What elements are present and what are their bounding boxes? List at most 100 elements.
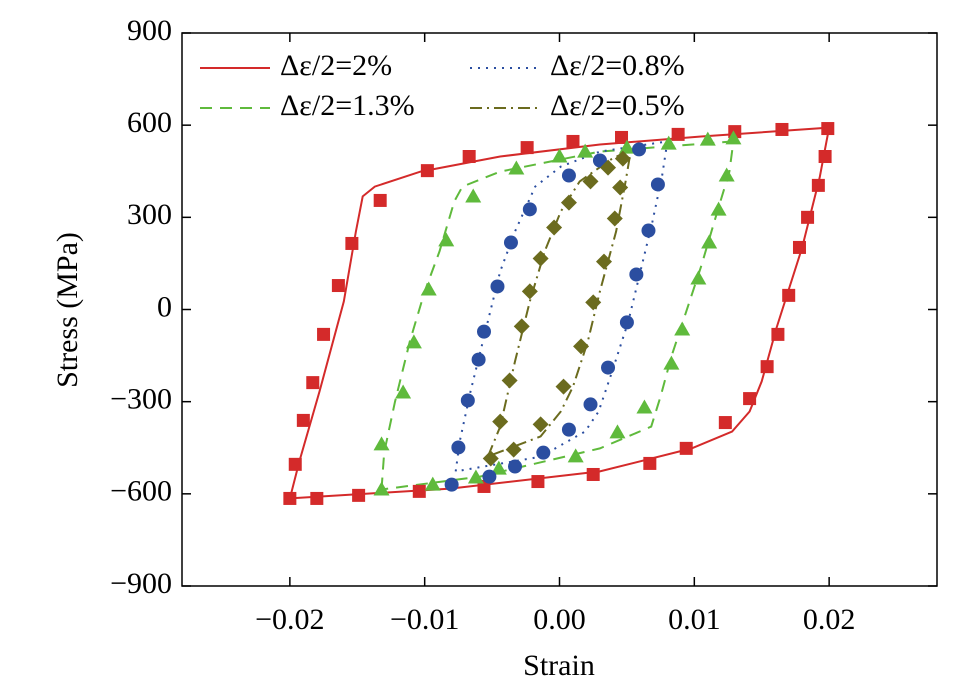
marker: [743, 392, 757, 406]
marker: [811, 178, 825, 192]
marker: [821, 122, 835, 136]
marker: [438, 232, 455, 247]
series-line: [380, 140, 735, 491]
marker: [632, 142, 647, 157]
marker: [771, 327, 785, 341]
marker: [424, 476, 441, 491]
marker: [609, 424, 626, 439]
y-tick-label: 600: [127, 106, 172, 139]
marker: [775, 122, 789, 136]
marker: [782, 288, 796, 302]
marker: [618, 139, 635, 154]
marker: [619, 315, 634, 330]
y-tick-label: 900: [127, 14, 172, 47]
marker: [503, 235, 518, 250]
marker: [490, 460, 507, 475]
marker: [718, 167, 735, 182]
marker: [536, 445, 551, 460]
marker: [555, 378, 572, 395]
marker: [725, 130, 742, 145]
marker: [577, 143, 594, 158]
marker: [501, 372, 518, 389]
marker: [520, 141, 534, 155]
marker: [345, 236, 359, 250]
marker: [595, 253, 612, 270]
legend-label: Δε/2=1.3%: [280, 89, 415, 122]
marker: [317, 327, 331, 341]
marker: [513, 318, 530, 335]
marker: [760, 360, 774, 374]
series-line: [288, 126, 831, 500]
marker: [296, 413, 310, 427]
marker: [331, 279, 345, 293]
marker: [490, 279, 505, 294]
legend-label: Δε/2=0.5%: [550, 89, 685, 122]
marker: [560, 194, 577, 211]
marker: [532, 250, 549, 267]
marker: [451, 440, 466, 455]
marker: [482, 469, 497, 484]
marker: [710, 201, 727, 216]
marker: [629, 267, 644, 282]
marker: [306, 376, 320, 390]
marker: [567, 448, 584, 463]
marker: [283, 491, 297, 505]
marker: [792, 240, 806, 254]
marker: [420, 281, 437, 296]
marker: [606, 210, 623, 227]
marker: [615, 130, 629, 144]
marker: [522, 202, 537, 217]
marker: [679, 441, 693, 455]
marker: [532, 416, 549, 433]
x-tick-label: −0.02: [255, 603, 324, 636]
legend-label: Δε/2=0.8%: [550, 49, 685, 82]
marker: [444, 477, 459, 492]
marker: [551, 148, 568, 163]
marker: [650, 177, 665, 192]
marker: [718, 416, 732, 430]
y-tick-label: 0: [157, 290, 172, 323]
marker: [614, 150, 631, 167]
marker: [636, 399, 653, 414]
marker: [508, 160, 525, 175]
marker: [690, 270, 707, 285]
x-tick-label: 0.02: [803, 603, 856, 636]
marker: [373, 436, 390, 451]
marker: [592, 153, 607, 168]
marker: [663, 355, 680, 370]
marker: [586, 467, 600, 481]
marker: [352, 488, 366, 502]
marker: [601, 360, 616, 375]
y-tick-label: −300: [110, 383, 172, 416]
marker: [521, 283, 538, 300]
marker: [405, 334, 422, 349]
marker: [373, 193, 387, 207]
marker: [612, 179, 629, 196]
marker: [671, 127, 685, 141]
marker: [492, 413, 509, 430]
series-line: [454, 140, 669, 473]
marker: [508, 459, 523, 474]
marker: [701, 234, 718, 249]
marker: [561, 168, 576, 183]
x-axis-label: Strain: [523, 649, 595, 682]
marker: [566, 134, 580, 148]
marker: [467, 469, 484, 484]
marker: [477, 324, 491, 339]
marker: [412, 484, 426, 498]
marker: [465, 188, 482, 203]
marker: [699, 131, 716, 146]
marker: [395, 384, 412, 399]
marker: [462, 150, 476, 164]
marker: [585, 294, 602, 311]
marker: [582, 173, 599, 190]
y-tick-label: −600: [110, 475, 172, 508]
marker: [546, 219, 563, 236]
legend-label: Δε/2=2%: [280, 49, 392, 82]
marker: [373, 481, 390, 496]
x-tick-label: 0.01: [668, 603, 721, 636]
marker: [641, 223, 656, 238]
marker: [288, 457, 302, 471]
marker: [482, 450, 499, 467]
